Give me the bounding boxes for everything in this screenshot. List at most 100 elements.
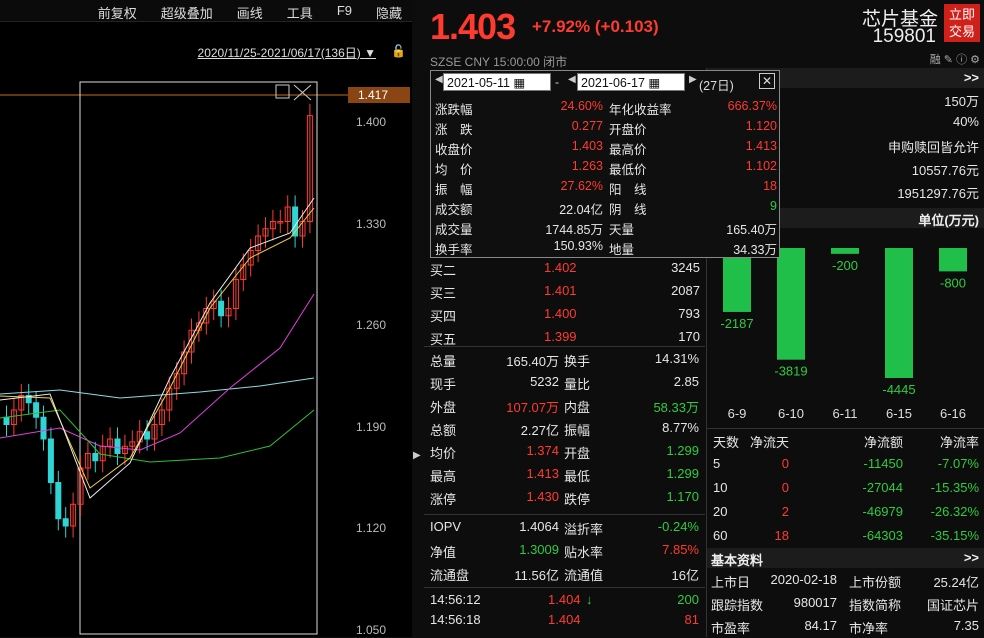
toolbar-icons[interactable]: 融 ✎ ⓘ ⚙ bbox=[929, 54, 980, 66]
stat-label: 开盘价 bbox=[609, 123, 647, 137]
stat-label: 最低价 bbox=[609, 163, 647, 177]
stat-value: 18 bbox=[763, 179, 777, 193]
stat-value: 9 bbox=[770, 199, 777, 213]
stat-value: 2.27亿 bbox=[520, 423, 559, 438]
flow-category-label: 6-16 bbox=[940, 406, 966, 421]
chart-toolbar: 前复权 超级叠加 画线 工具 F9 隐藏 bbox=[0, 0, 412, 22]
stat-value: 1.299 bbox=[666, 466, 699, 481]
stat-label: 开盘 bbox=[564, 446, 591, 461]
trade-now-button[interactable]: 立即交易 bbox=[944, 4, 980, 42]
stat-value: 0.277 bbox=[571, 119, 603, 133]
stat-value: 1.413 bbox=[745, 139, 777, 153]
flow-bar bbox=[885, 248, 913, 378]
ma-line-white bbox=[0, 197, 315, 499]
candle bbox=[18, 395, 25, 411]
kline-chart-panel[interactable]: 前复权 超级叠加 画线 工具 F9 隐藏 2020/11/25-2021/06/… bbox=[0, 0, 412, 637]
basic-value: 2020-02-18 bbox=[770, 572, 838, 587]
stat-value: 2.85 bbox=[673, 374, 699, 389]
basic-value: 国证芯片 bbox=[926, 598, 979, 613]
menu-overlay[interactable]: 超级叠加 bbox=[160, 6, 213, 21]
stat-label: 跌停 bbox=[564, 492, 591, 507]
menu-hide[interactable]: 隐藏 bbox=[375, 6, 402, 21]
flow-bar bbox=[723, 248, 751, 312]
stat-label: 成交额 bbox=[435, 203, 473, 217]
candle bbox=[114, 438, 121, 454]
start-date-input[interactable]: 2021-05-11 ▦ bbox=[443, 73, 551, 91]
ma-line-green bbox=[0, 409, 315, 463]
collapse-arrow-icon[interactable]: ▶ bbox=[413, 450, 421, 461]
next-icon[interactable]: ▶ bbox=[689, 74, 697, 85]
stat-row: 最高 1.413 最低 1.299 bbox=[424, 463, 705, 486]
popup-row: 涨跌幅 24.60% 年化收益率 666.37% bbox=[431, 97, 781, 117]
bid-label: 买二 bbox=[430, 263, 457, 278]
menu-draw[interactable]: 画线 bbox=[236, 6, 263, 21]
candle bbox=[10, 409, 17, 425]
bid-label: 买四 bbox=[430, 309, 457, 324]
popup-row: 涨 跌 0.277 开盘价 1.120 bbox=[431, 117, 781, 137]
tick-volume: 81 bbox=[684, 612, 699, 627]
bid-volume: 2087 bbox=[671, 283, 700, 298]
candle bbox=[55, 482, 62, 520]
stat-label: 换手率 bbox=[435, 243, 473, 257]
stat-value: -0.24% bbox=[657, 519, 699, 534]
stat-label: 最高 bbox=[430, 469, 457, 484]
candle bbox=[3, 416, 10, 425]
basic-info-header: 基本资料 >> bbox=[707, 548, 984, 568]
table-cell: -7.07% bbox=[937, 456, 979, 471]
current-price-tag: 1.417 bbox=[348, 87, 410, 103]
table-cell: -46979 bbox=[862, 504, 903, 519]
last-price: 1.403 bbox=[430, 6, 516, 47]
basic-label: 跟踪指数 bbox=[711, 598, 764, 613]
candlestick-svg bbox=[0, 81, 348, 635]
y-tick: 1.260 bbox=[356, 318, 387, 332]
menu-f9[interactable]: F9 bbox=[336, 3, 352, 18]
ma-line-yellow bbox=[0, 207, 315, 489]
interval-stats-popup[interactable]: ◀ 2021-05-11 ▦ - ◀ 2021-06-17 ▦ ▶ (27日) … bbox=[430, 70, 780, 258]
candle bbox=[84, 453, 91, 469]
stat-row: 外盘 107.07万 内盘 58.33万 bbox=[424, 394, 705, 417]
flow-bar bbox=[939, 248, 967, 272]
fund-code: 159801 bbox=[872, 26, 936, 47]
selection-box[interactable] bbox=[79, 81, 318, 635]
calendar-icon: ▦ bbox=[513, 76, 526, 90]
prev-icon[interactable]: ◀ bbox=[435, 74, 443, 85]
expand-button[interactable]: >> bbox=[963, 550, 979, 565]
table-cell: -15.35% bbox=[930, 480, 979, 495]
stat-label: 总额 bbox=[430, 423, 457, 438]
zoom-icon[interactable] bbox=[275, 84, 290, 99]
table-header: 净流天 bbox=[749, 435, 789, 450]
close-icon[interactable]: ✕ bbox=[759, 73, 775, 89]
table-cell: -11450 bbox=[863, 456, 903, 471]
calendar-icon: ▦ bbox=[648, 76, 661, 90]
table-header: 天数 bbox=[713, 435, 740, 450]
bid-price: 1.399 bbox=[544, 329, 577, 344]
y-tick: 1.050 bbox=[356, 623, 387, 637]
stat-value: 22.04亿 bbox=[559, 203, 603, 217]
end-date-input[interactable]: 2021-06-17 ▦ bbox=[577, 73, 685, 91]
bid-volume: 170 bbox=[678, 329, 700, 344]
basic-value: 980017 bbox=[793, 595, 837, 610]
stat-value: 1.3009 bbox=[519, 542, 559, 557]
table-cell: -35.15% bbox=[930, 528, 979, 543]
stat-value: 1.403 bbox=[571, 139, 603, 153]
fund-info-value: 申购赎回皆允许 bbox=[887, 140, 979, 155]
flow-category-label: 6-10 bbox=[778, 406, 804, 421]
stat-label: 天量 bbox=[609, 223, 635, 237]
menu-tools[interactable]: 工具 bbox=[286, 6, 313, 21]
tick-time: 14:56:12 bbox=[430, 592, 481, 607]
bid-row: 买四 1.400 793 bbox=[424, 303, 705, 326]
date-range-label[interactable]: 2020/11/25-2021/06/17(136日) ▼ bbox=[197, 46, 376, 60]
stat-value: 5232 bbox=[530, 374, 559, 389]
stat-value: 8.77% bbox=[662, 420, 699, 435]
menu-fq[interactable]: 前复权 bbox=[97, 6, 137, 21]
stat-value: 16亿 bbox=[671, 568, 699, 583]
stat-row: 总量 165.40万 换手 14.31% bbox=[424, 348, 705, 371]
lock-icon[interactable]: 🔓 bbox=[391, 44, 406, 58]
dropdown-icon[interactable]: ▼ bbox=[364, 46, 376, 60]
stat-value: 7.85% bbox=[662, 542, 699, 557]
candle bbox=[47, 438, 54, 483]
bid-row: 买二 1.402 3245 bbox=[424, 257, 705, 280]
bid-price: 1.400 bbox=[544, 306, 577, 321]
prev-icon[interactable]: ◀ bbox=[568, 74, 576, 85]
expand-button[interactable]: >> bbox=[963, 70, 979, 85]
